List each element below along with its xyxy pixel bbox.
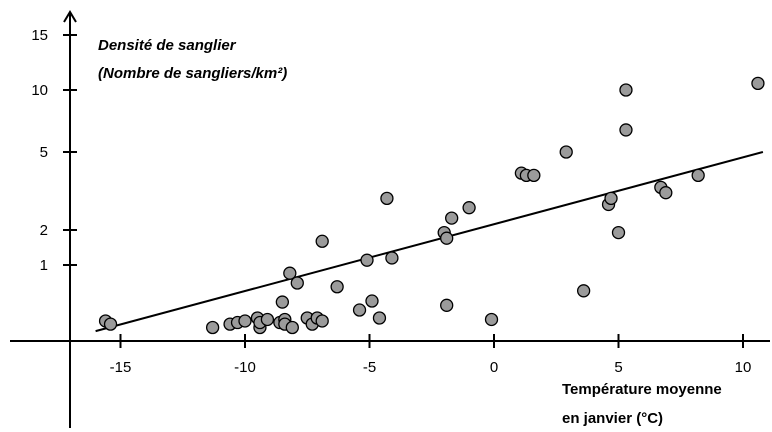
data-point	[691, 168, 705, 183]
x-axis-label-line2: en janvier (°C)	[562, 410, 663, 427]
data-point	[385, 251, 399, 265]
x-tick-label: -10	[234, 359, 256, 376]
data-point	[238, 314, 252, 328]
data-point	[619, 83, 633, 97]
x-tick-label: 5	[614, 359, 622, 376]
x-tick-label: -5	[363, 359, 376, 376]
data-point	[260, 312, 275, 327]
data-point	[315, 234, 329, 248]
data-point	[659, 186, 673, 200]
data-point	[290, 276, 304, 290]
data-points	[98, 76, 765, 335]
data-point	[365, 294, 379, 308]
data-point	[275, 295, 290, 309]
data-point	[283, 266, 297, 280]
x-tick-label: 0	[490, 359, 498, 376]
data-point	[445, 211, 459, 225]
data-point	[619, 123, 633, 137]
data-point	[611, 225, 626, 240]
data-point	[372, 311, 387, 325]
y-tick-label: 1	[40, 257, 48, 274]
y-tick-label: 15	[31, 27, 48, 44]
labels: Densité de sanglier (Nombre de sangliers…	[98, 37, 722, 427]
data-point	[604, 191, 618, 206]
data-point	[380, 191, 394, 206]
data-point	[285, 320, 299, 335]
data-point	[440, 298, 454, 312]
y-tick-label: 2	[40, 222, 48, 239]
data-point	[440, 231, 454, 245]
axes: -15 -10 -5 0 5 10 1 2 5 10 15	[10, 10, 770, 428]
data-point	[330, 280, 344, 294]
trend-line	[95, 151, 764, 333]
x-tick-label: 10	[735, 359, 752, 376]
x-axis-label-line1: Température moyenne	[562, 381, 722, 398]
data-point	[315, 314, 329, 328]
y-axis-label-line2: (Nombre de sangliers/km²)	[98, 65, 287, 82]
y-axis-arrow	[63, 10, 77, 23]
data-point	[484, 312, 499, 327]
y-axis-label-line1: Densité de sanglier	[98, 37, 237, 54]
data-point	[751, 76, 765, 91]
data-point	[205, 320, 220, 335]
data-point	[559, 145, 573, 159]
data-point	[360, 253, 374, 267]
trendline-group	[95, 151, 764, 333]
data-point	[103, 317, 118, 331]
y-tick-label: 5	[40, 144, 48, 161]
data-point	[576, 284, 591, 298]
x-tick-label: -15	[110, 359, 132, 376]
data-point	[352, 303, 367, 317]
y-tick-label: 10	[31, 82, 48, 99]
data-point	[527, 168, 541, 183]
data-point	[462, 201, 476, 215]
